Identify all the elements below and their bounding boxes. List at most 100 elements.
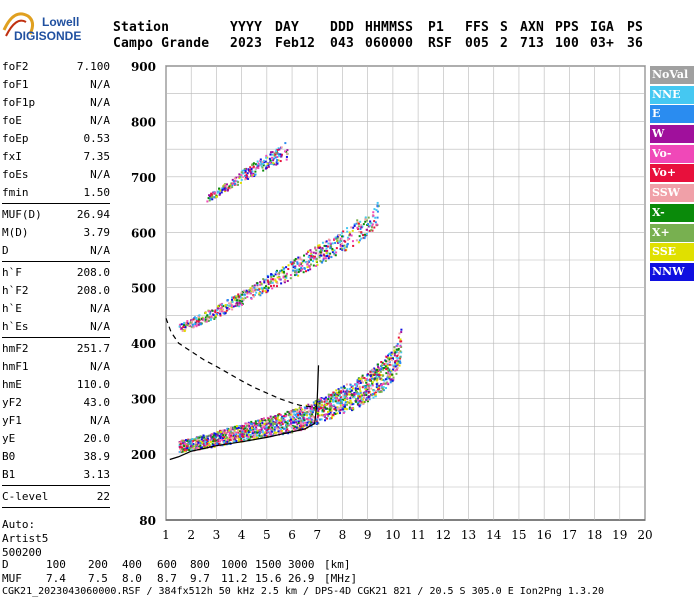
echo-point (285, 158, 288, 161)
echo-point (350, 407, 353, 410)
echo-point (212, 440, 215, 443)
echo-point (349, 233, 352, 236)
echo-point (400, 340, 403, 343)
echo-point (296, 258, 299, 261)
echo-point (332, 400, 335, 403)
echo-point (260, 425, 263, 428)
echo-point (285, 155, 288, 158)
echo-point (324, 398, 327, 401)
echo-point (237, 431, 240, 434)
echo-point (243, 169, 246, 172)
echo-point (319, 418, 322, 421)
echo-point (211, 435, 214, 438)
echo-point (309, 268, 312, 271)
echo-point (346, 243, 349, 246)
echo-point (309, 257, 312, 260)
echo-point (357, 397, 360, 400)
echo-point (220, 310, 223, 313)
echo-point (285, 150, 288, 153)
echo-point (329, 406, 332, 409)
echo-point (281, 271, 284, 274)
echo-point (329, 242, 332, 245)
echo-point (314, 402, 317, 405)
echo-point (306, 421, 309, 424)
echo-point (369, 220, 372, 223)
echo-point (378, 376, 381, 379)
echo-point (338, 389, 341, 392)
legend-item-x: X+ (650, 223, 694, 242)
echo-point (293, 416, 296, 419)
echo-point (364, 218, 367, 221)
echo-point (200, 446, 203, 449)
x-tick-label: 11 (410, 528, 425, 542)
echo-point (342, 411, 345, 414)
echo-point (360, 401, 363, 404)
echo-point (297, 413, 300, 416)
echo-point (294, 418, 297, 421)
echo-point (267, 276, 270, 279)
echo-point (314, 400, 317, 403)
param-row: yF2 43.0 (2, 394, 110, 412)
echo-point (376, 374, 379, 377)
param-key: foEp (2, 132, 29, 145)
echo-point (357, 382, 360, 385)
x-tick-label: 3 (213, 528, 221, 542)
echo-point (396, 354, 399, 357)
echo-point (375, 209, 378, 212)
echo-point (230, 302, 233, 305)
legend-item-vo: Vo+ (650, 164, 694, 183)
echo-point (329, 244, 332, 247)
echo-point (261, 429, 264, 432)
echo-point (212, 191, 215, 194)
echo-point (241, 172, 244, 175)
echo-point (192, 439, 195, 442)
echo-point (259, 158, 262, 161)
echo-point (252, 162, 255, 165)
echo-point (241, 293, 244, 296)
echo-point (216, 431, 219, 434)
echo-point (215, 195, 218, 198)
echo-point (221, 188, 224, 191)
echo-point (292, 418, 295, 421)
echo-point (226, 436, 229, 439)
echo-point (328, 255, 331, 258)
echo-point (354, 389, 357, 392)
echo-point (311, 422, 314, 425)
echo-point (242, 175, 245, 178)
echo-point (323, 257, 326, 260)
echo-point (245, 167, 248, 170)
echo-point (240, 291, 243, 294)
echo-point (326, 399, 329, 402)
echo-point (221, 432, 224, 435)
echo-point (382, 386, 385, 389)
echo-point (210, 316, 213, 319)
echo-point (344, 401, 347, 404)
echo-point (354, 392, 357, 395)
echo-point (392, 367, 395, 370)
echo-point (209, 434, 212, 437)
echo-point (201, 319, 204, 322)
echo-point (364, 388, 367, 391)
echo-point (278, 278, 281, 281)
echo-point (302, 417, 305, 420)
echo-point (231, 184, 234, 187)
echo-point (217, 431, 220, 434)
echo-point (378, 372, 381, 375)
echo-point (355, 390, 358, 393)
echo-point (306, 414, 309, 417)
footer-info: CGK21_2023043060000.RSF / 384fx512h 50 k… (2, 586, 605, 597)
echo-point (244, 170, 247, 173)
echo-point (360, 226, 363, 229)
echo-point (376, 378, 379, 381)
echo-point (340, 242, 343, 245)
echo-point (391, 351, 394, 354)
echo-point (303, 413, 306, 416)
echo-point (280, 421, 283, 424)
echo-point (323, 414, 326, 417)
echo-point (384, 363, 387, 366)
echo-point (293, 421, 296, 424)
echo-point (206, 319, 209, 322)
echo-point (221, 187, 224, 190)
echo-point (271, 281, 274, 284)
echo-point (379, 384, 382, 387)
